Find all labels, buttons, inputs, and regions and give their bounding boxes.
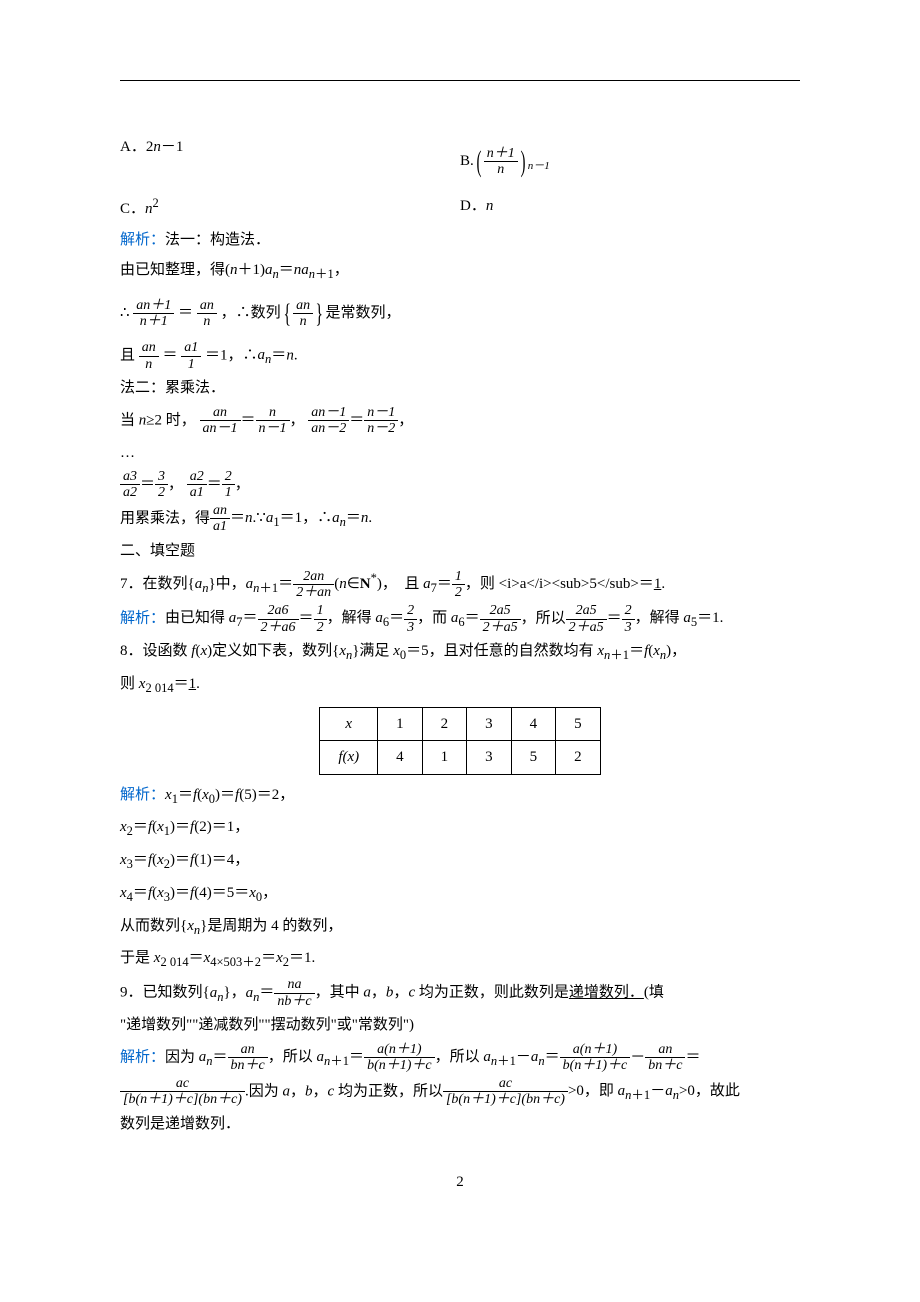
option-b: B.(n＋1n)n－1 (460, 133, 800, 190)
sol8-l2: x2＝f(x1)＝f(2)＝1， (120, 813, 800, 844)
q8-l1: 8．设函数 f(x)定义如下表，数列{xn}满足 x0＝5，且对任意的自然数均有… (120, 637, 800, 668)
sol9-l3: 数列是递增数列． (120, 1110, 800, 1139)
sol1-l1: 由已知整理，得(n＋1)an＝nan＋1， (120, 256, 800, 287)
page-number: 2 (120, 1168, 800, 1197)
option-row-2: C．n2 D．n (120, 192, 800, 224)
option-row-1: A．2n－1 B.(n＋1n)n－1 (120, 133, 800, 190)
sol7: 解析：由已知得 a7＝2a62＋a6＝12，解得 a6＝23，而 a6＝2a52… (120, 603, 800, 635)
sol9-l2: ac[b(n＋1)＋c](bn＋c).因为 a，b，c 均为正数，所以ac[b(… (120, 1076, 800, 1108)
sol8-l4: x4＝f(x3)＝f(4)＝5＝x0， (120, 879, 800, 910)
q8-l2: 则 x2 014＝1. (120, 670, 800, 701)
q7: 7．在数列{an}中，an＋1＝2an2＋an(n∈N*)， 且 a7＝12，则… (120, 567, 800, 601)
sol1-l3: 且 ann ＝ a11 ＝1，∴an＝n. (120, 340, 800, 372)
q9-l1: 9．已知数列{an}，an＝nanb＋c，其中 a，b，c 均为正数，则此数列是… (120, 977, 800, 1009)
sol8-l5: 从而数列{xn}是周期为 4 的数列， (120, 912, 800, 943)
q9-l2: "递增数列""递减数列""摆动数列"或"常数列") (120, 1011, 800, 1040)
sol8-l6: 于是 x2 014＝x4×503＋2＝x2＝1. (120, 944, 800, 975)
sol1-m2: 法二：累乘法． (120, 374, 800, 403)
sol9-l1: 解析：因为 an＝anbn＋c，所以 an＋1＝a(n＋1)b(n＋1)＋c，所… (120, 1042, 800, 1074)
option-c: C．n2 (120, 192, 460, 224)
sol8-l3: x3＝f(x2)＝f(1)＝4， (120, 846, 800, 877)
sol8-l1: 解析：x1＝f(x0)＝f(5)＝2， (120, 781, 800, 812)
option-a: A．2n－1 (120, 133, 460, 190)
sol1-l2: ∴ an＋1n＋1 ＝ ann ，∴数列{ann}是常数列， (120, 289, 800, 338)
q8-table: x12345 f(x)41352 (319, 707, 600, 775)
sol1-l4: 当 n≥2 时， anan－1＝nn－1， an－1an－2＝n－1n－2， (120, 405, 800, 437)
sol1-dots: … (120, 439, 800, 468)
section-2: 二、填空题 (120, 537, 800, 566)
sol1-l5: a3a2＝32， a2a1＝21， (120, 469, 800, 501)
page-content: A．2n－1 B.(n＋1n)n－1 C．n2 D．n 解析：法一：构造法． 由… (120, 80, 800, 1197)
option-d: D．n (460, 192, 800, 224)
sol1-l6: 用累乘法，得ana1＝n.∵a1＝1，∴an＝n. (120, 503, 800, 535)
solution-header: 解析：法一：构造法． (120, 226, 800, 255)
